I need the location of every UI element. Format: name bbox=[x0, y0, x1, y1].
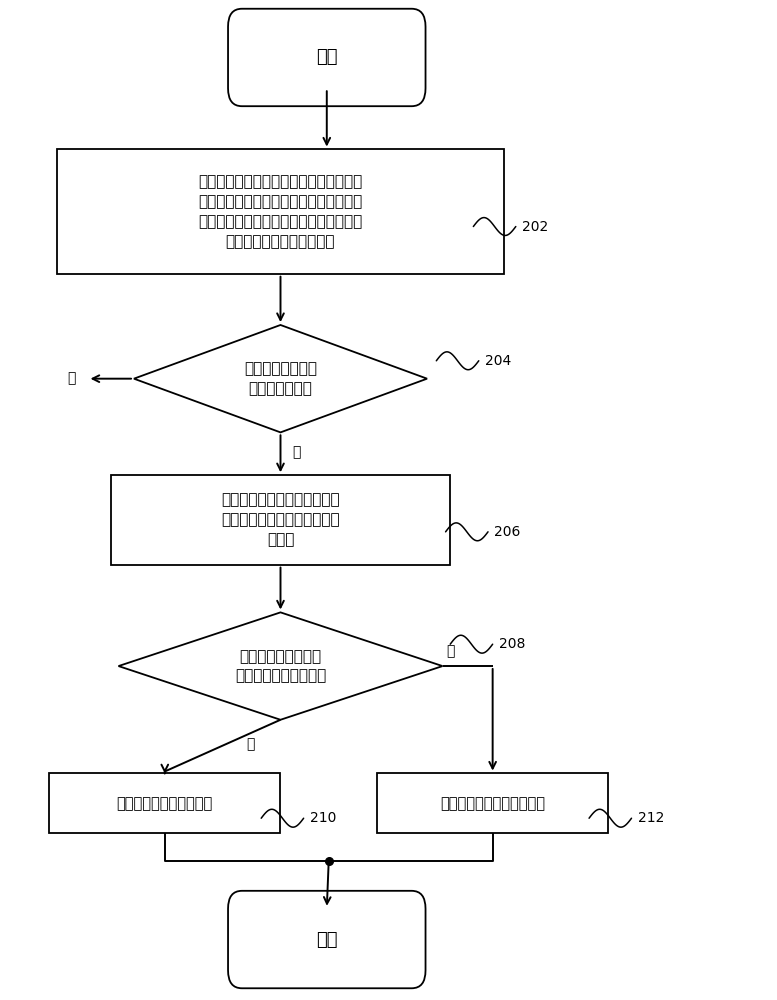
FancyBboxPatch shape bbox=[57, 149, 504, 274]
Polygon shape bbox=[134, 325, 427, 432]
Text: 210: 210 bbox=[310, 811, 336, 825]
FancyBboxPatch shape bbox=[377, 773, 608, 833]
FancyBboxPatch shape bbox=[228, 9, 426, 106]
Text: 開始: 開始 bbox=[316, 48, 337, 66]
Text: 202: 202 bbox=[522, 220, 549, 234]
Text: 212: 212 bbox=[638, 811, 664, 825]
Text: 將當前手勢識別為控制動作: 將當前手勢識別為控制動作 bbox=[440, 796, 545, 811]
FancyBboxPatch shape bbox=[228, 891, 426, 988]
Text: 將當前手勢識別為誤動作: 將當前手勢識別為誤動作 bbox=[117, 796, 213, 811]
Text: 當前手勢動作是否
為有效手勢動作: 當前手勢動作是否 為有效手勢動作 bbox=[244, 361, 317, 396]
Text: 結束: 結束 bbox=[316, 931, 337, 949]
FancyBboxPatch shape bbox=[111, 475, 450, 565]
Polygon shape bbox=[119, 612, 442, 720]
Text: 206: 206 bbox=[494, 525, 521, 539]
Text: 是: 是 bbox=[292, 445, 301, 459]
Text: 對應的距離曲線部分
是否為上升或下降曲線: 對應的距離曲線部分 是否為上升或下降曲線 bbox=[235, 649, 326, 683]
FancyBboxPatch shape bbox=[49, 773, 280, 833]
Text: 208: 208 bbox=[499, 637, 525, 651]
Text: 204: 204 bbox=[485, 354, 511, 368]
Text: 否: 否 bbox=[446, 644, 455, 658]
Text: 採集預定時間內信號強度値，根据信號強
度値生成信號強度曲線；以及根据信號強
度値，按照預設公式計算相應的距離値；
並根据距離値生成距離曲線: 採集預定時間內信號強度値，根据信號強 度値生成信號強度曲線；以及根据信號強 度値… bbox=[198, 174, 363, 249]
Text: 否: 否 bbox=[68, 372, 76, 386]
Text: 是: 是 bbox=[246, 738, 254, 752]
Text: 提取信號強度曲線中的上升區
間及下降區間所對應的距離曲
線部分: 提取信號強度曲線中的上升區 間及下降區間所對應的距離曲 線部分 bbox=[221, 493, 340, 547]
